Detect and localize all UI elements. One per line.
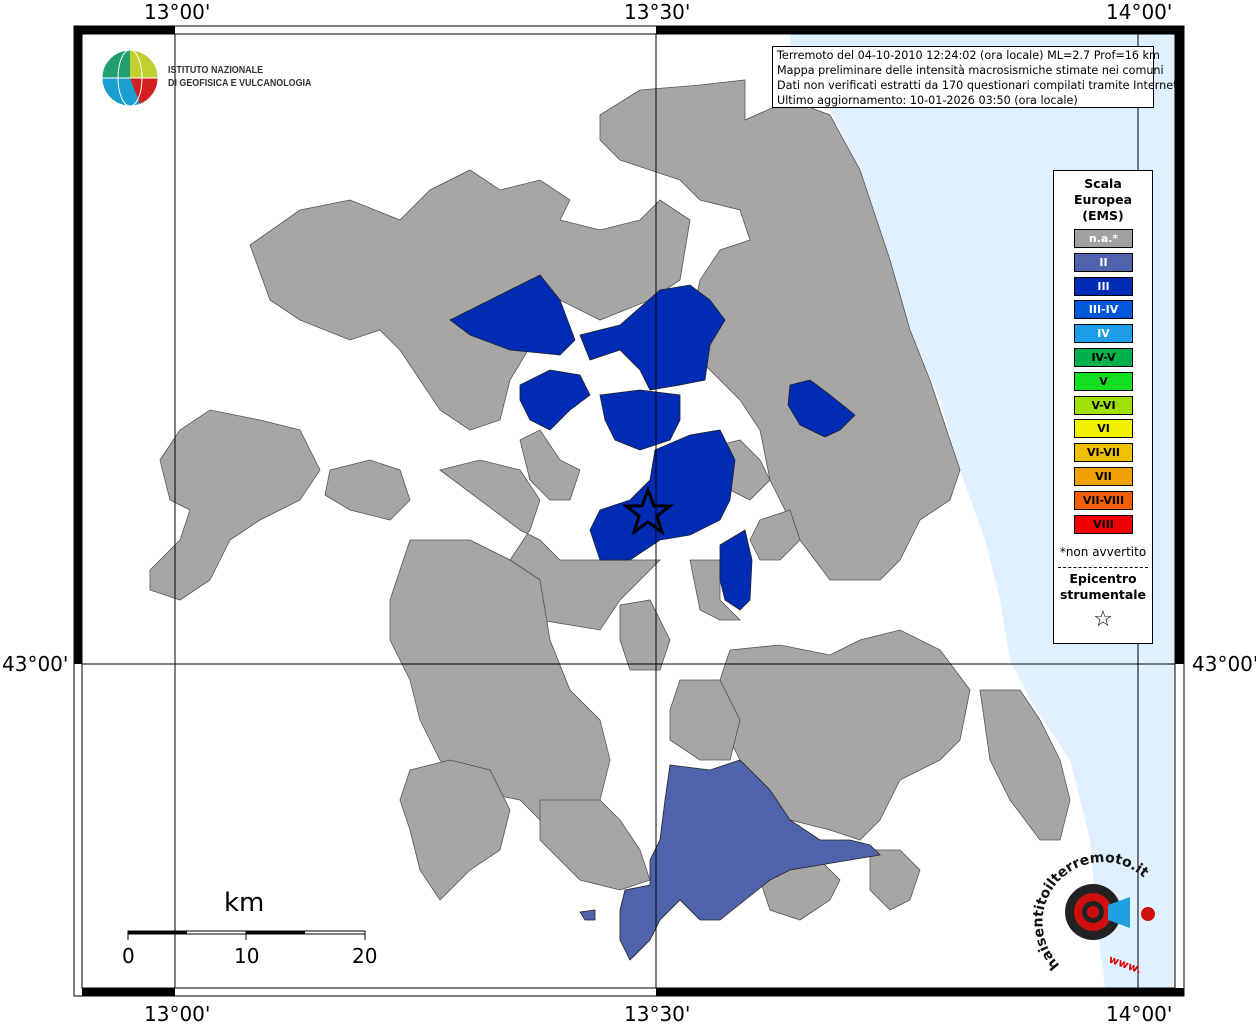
legend-item: n.a.* — [1074, 229, 1133, 248]
municipalities-not-felt — [149, 79, 1071, 921]
legend-item: V — [1074, 371, 1133, 391]
legend-item: VII-VIII — [1074, 490, 1133, 510]
legend-divider — [1058, 567, 1148, 568]
legend-epicenter-label: Epicentro strumentale — [1059, 571, 1147, 602]
haisentito-logo-icon — [1065, 884, 1155, 940]
info-line: Terremoto del 04-10-2010 12:24:02 (ora l… — [777, 49, 1160, 62]
info-line: Mappa preliminare delle intensità macros… — [777, 64, 1164, 77]
municipalities-intensity-II — [579, 759, 881, 961]
ingv-line2: DI GEOFISICA E VULCANOLOGIA — [168, 77, 312, 89]
legend-note: *non avvertito — [1059, 545, 1147, 559]
lon-label-top-1400: 14°00' — [1106, 0, 1173, 24]
lon-label-bottom-1300: 13°00' — [144, 1002, 211, 1026]
legend-item: V-VI — [1074, 395, 1133, 415]
info-line: Dati non verificati estratti da 170 ques… — [777, 79, 1182, 92]
epicenter-star — [621, 485, 675, 536]
info-line: Ultimo aggiornamento: 10-01-2026 03:50 (… — [777, 94, 1078, 107]
municipalities-intensity-III — [449, 274, 856, 611]
legend-item: VII — [1074, 467, 1133, 486]
lat-label-right: 43°00' — [1192, 652, 1256, 676]
scale-label-10: 10 — [234, 944, 260, 968]
lon-label-top-1300: 13°00' — [144, 0, 211, 24]
legend-item: VI-VII — [1074, 443, 1133, 463]
ingv-line1: ISTITUTO NAZIONALE — [168, 64, 264, 76]
scale-label-0: 0 — [122, 944, 135, 968]
legend-item: III — [1074, 276, 1133, 296]
legend-item: III-IV — [1074, 300, 1133, 320]
legend-item: IV — [1074, 324, 1133, 344]
ems-legend: Scala Europea (EMS) n.a.* II III III-IV IV IV… — [1053, 170, 1153, 644]
legend-item: II — [1074, 252, 1133, 272]
legend-star-icon: ☆ — [1093, 607, 1113, 632]
lon-label-top-1330: 13°30' — [624, 0, 691, 24]
scale-label-20: 20 — [352, 944, 378, 968]
lon-label-bottom-1400: 14°00' — [1106, 1002, 1173, 1026]
earthquake-info-box: Terremoto del 04-10-2010 12:24:02 (ora l… — [772, 46, 1182, 108]
legend-item: IV-V — [1074, 348, 1133, 367]
legend-title: Scala Europea (EMS) — [1073, 176, 1133, 223]
map-frame — [73, 25, 1185, 997]
legend-item: VI — [1074, 419, 1133, 439]
lon-label-bottom-1330: 13°30' — [624, 1002, 691, 1026]
legend-item: VIII — [1074, 514, 1133, 534]
scale-bar — [127, 930, 366, 940]
lat-label-left: 43°00' — [2, 652, 69, 676]
ingv-globe-icon — [101, 49, 159, 107]
ingv-logo-text: ISTITUTO NAZIONALE DI GEOFISICA E VULCAN… — [168, 64, 311, 90]
scale-title: km — [224, 888, 265, 918]
